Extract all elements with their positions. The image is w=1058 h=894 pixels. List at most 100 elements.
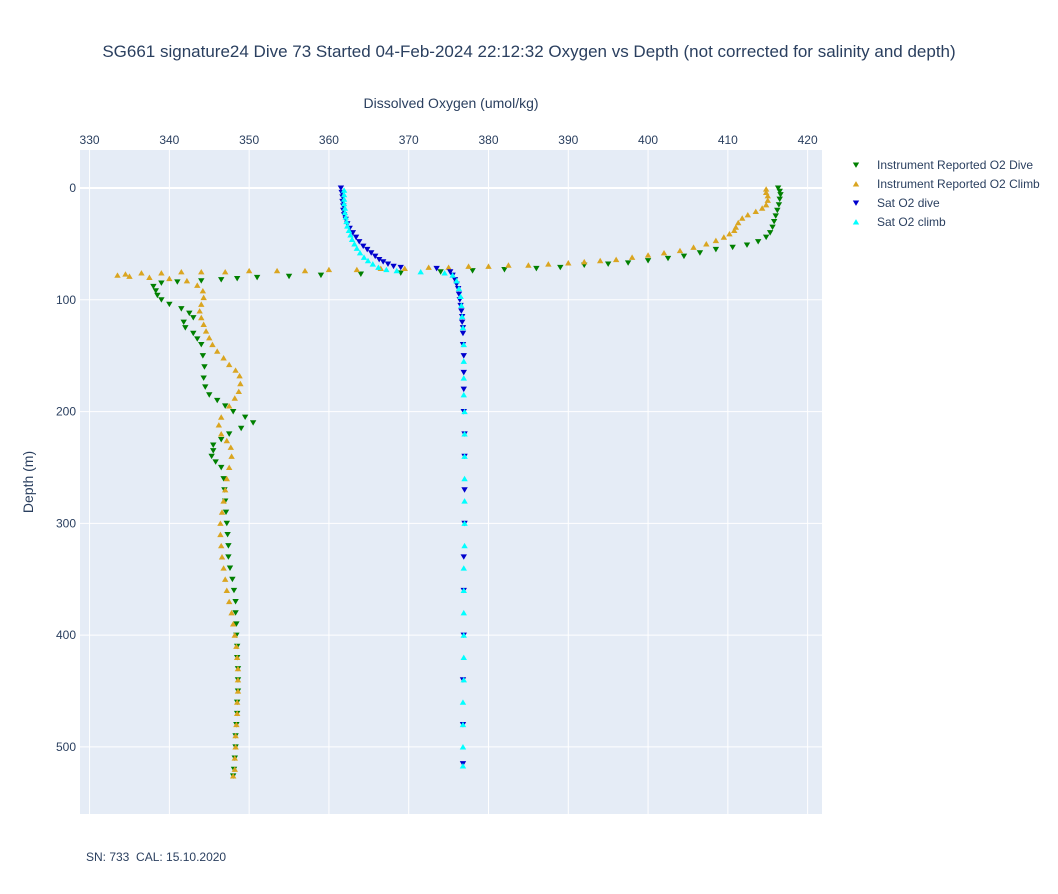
data-point [459,763,467,769]
data-point [225,361,233,368]
data-point [301,267,309,274]
legend-item[interactable]: Sat O2 climb [852,215,946,229]
data-point [222,403,229,409]
data-point [210,442,217,448]
data-point [460,676,467,683]
footnote: SN: 733 CAL: 15.10.2020 [86,850,227,864]
data-point [190,330,197,337]
data-point [557,264,564,271]
data-point [754,239,762,245]
data-point [249,420,257,426]
data-point [764,197,771,203]
data-point [220,565,227,571]
data-point [397,270,404,276]
data-point [453,277,460,284]
data-point [347,232,354,238]
y-tick-label: 500 [56,740,76,754]
data-point [225,431,233,437]
data-point [441,270,448,276]
data-point [485,263,492,269]
data-point [340,196,348,202]
data-point [126,273,133,279]
data-point [360,243,367,250]
data-point [696,250,704,256]
data-point [233,643,240,649]
data-point [234,688,242,694]
legend-item[interactable]: Instrument Reported O2 Dive [852,158,1034,172]
data-point [349,230,357,236]
series-instrument-reported-o2-climb [114,186,771,779]
data-point [762,234,770,241]
data-point [223,587,231,593]
data-point [762,189,770,196]
data-point [348,236,356,242]
series-sat-o2-climb [340,187,468,769]
data-point [353,245,361,251]
data-point [158,270,165,276]
data-point [461,431,468,437]
legend-item[interactable]: Instrument Reported O2 Climb [852,177,1040,191]
data-point [229,621,237,627]
data-point [766,230,774,236]
data-point [720,234,728,240]
data-point [200,294,207,301]
data-point [457,293,464,299]
data-point [581,258,588,265]
data-point [375,264,382,270]
y-tick-label: 300 [56,516,76,530]
data-point [225,464,233,471]
data-point [154,292,161,299]
data-point [460,587,467,593]
data-point [345,227,353,234]
data-point [372,253,379,260]
data-point [233,721,240,728]
x-tick-label: 350 [239,133,259,147]
data-point [368,250,375,256]
data-point [769,224,776,231]
data-point [776,196,783,203]
data-point [215,422,223,428]
data-point [220,476,227,482]
data-point [460,609,467,616]
data-point [459,330,467,337]
data-point [353,266,361,273]
data-point [222,509,230,516]
data-point [758,205,766,211]
data-point [743,242,751,248]
data-point [210,448,217,454]
data-point [214,348,221,354]
x-axis-title: Dissolved Oxygen (umol/kg) [363,95,538,111]
data-point [253,274,261,281]
data-point [393,267,400,274]
data-point [417,268,424,275]
data-point [777,192,784,198]
data-point [461,475,468,482]
data-point [461,408,468,415]
legend-item[interactable]: Sat O2 dive [852,196,940,210]
data-point [545,261,552,267]
data-point [447,269,454,275]
data-point [624,260,632,266]
chart-title: SG661 signature24 Dive 73 Started 04-Feb… [102,42,955,61]
data-point [194,336,201,342]
data-point [206,392,213,398]
data-point [455,285,463,292]
data-point [445,264,452,270]
data-point [459,324,467,331]
legend-label: Instrument Reported O2 Climb [877,177,1040,191]
data-point [433,265,440,272]
data-point [343,218,350,225]
data-point [460,386,467,393]
data-point [356,239,363,245]
data-point [245,267,253,274]
y-tick-label: 0 [69,181,76,195]
data-point [223,475,231,482]
data-point [739,215,746,221]
data-point [194,282,201,288]
data-point [469,268,476,274]
data-point [225,598,233,605]
data-point [357,271,365,277]
data-point [459,699,467,705]
legend-marker [852,219,860,225]
